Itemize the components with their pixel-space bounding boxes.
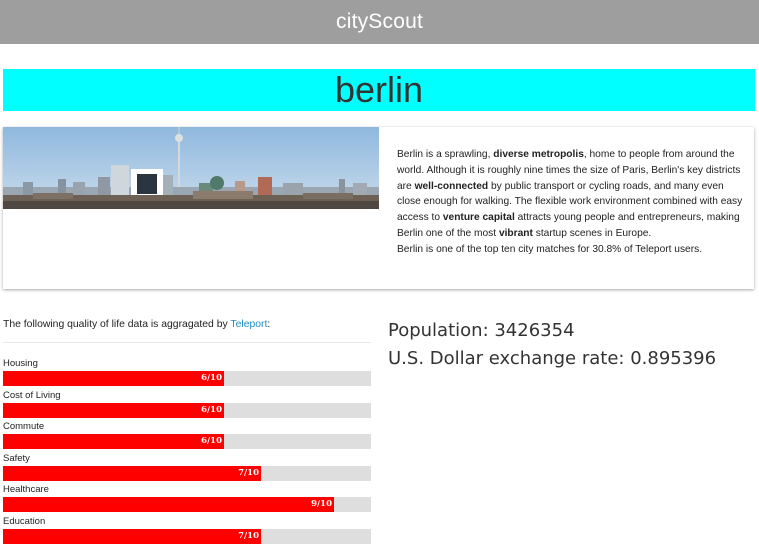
qol-bar-fill: 7/10 — [3, 528, 261, 544]
desc-text: attracts young people and entrepreneurs,… — [397, 212, 740, 239]
top-navbar: cityScout — [0, 0, 759, 44]
qol-bar-track: 7/10 — [3, 465, 371, 481]
qol-bar-row: Healthcare 9/10 — [3, 482, 371, 514]
qol-bar-fill: 7/10 — [3, 465, 261, 481]
brand-title[interactable]: cityScout — [336, 10, 423, 33]
qol-bar-track: 6/10 — [3, 434, 371, 449]
qol-bar-fill: 6/10 — [3, 371, 224, 386]
qol-bar-fill: 9/10 — [3, 497, 334, 512]
qol-bar-score: 6/10 — [201, 373, 222, 383]
city-banner: berlin — [3, 69, 755, 111]
qol-bar-row: Education 7/10 — [3, 514, 371, 546]
qol-bar-track: 6/10 — [3, 402, 371, 418]
qol-bar-track: 7/10 — [3, 528, 371, 544]
qol-bar-row: Safety 7/10 — [3, 451, 371, 483]
qol-bar-row: Commute 6/10 — [3, 419, 371, 451]
qol-bar-score: 9/10 — [311, 499, 332, 509]
qol-bar-label: Education — [3, 515, 46, 527]
qol-bar-row: Cost of Living 6/10 — [3, 388, 371, 420]
desc-bold-text: well-connected — [414, 180, 489, 192]
qol-intro-text: The following quality of life data is ag… — [3, 319, 231, 330]
quality-of-life-intro: The following quality of life data is ag… — [3, 319, 270, 330]
qol-bar-fill: 6/10 — [3, 402, 224, 418]
teleport-match-text: Berlin is one of the top ten city matche… — [397, 243, 703, 255]
qol-bar-label: Cost of Living — [3, 389, 61, 401]
desc-text: startup scenes in Europe. — [532, 227, 652, 239]
quality-of-life-bars: Housing 6/10 Cost of Living 6/10 Commute 6/10… — [3, 356, 371, 545]
desc-bold-text: diverse metropolis — [493, 149, 584, 160]
city-skyline-image — [3, 127, 379, 209]
population-stat: Population: 3426354 — [388, 320, 575, 341]
city-summary-card: Berlin is a sprawling, diverse metropoli… — [3, 127, 754, 289]
qol-bar-fill: 6/10 — [3, 434, 224, 449]
desc-text: by public transport or cycling roads, an… — [397, 180, 743, 224]
exchange-rate-stat: U.S. Dollar exchange rate: 0.895396 — [388, 348, 717, 369]
qol-bar-track: 9/10 — [3, 497, 371, 512]
desc-text: , home to people from around the world. … — [397, 149, 741, 192]
city-description: Berlin is a sprawling, diverse metropoli… — [397, 147, 743, 258]
qol-bar-label: Housing — [3, 358, 38, 369]
teleport-link[interactable]: Teleport — [230, 319, 268, 330]
qol-bar-label: Healthcare — [3, 484, 49, 495]
qol-bar-label: Commute — [3, 421, 45, 432]
qol-bar-track: 6/10 — [3, 371, 371, 386]
city-stats: Population: 3426354 U.S. Dollar exchange… — [388, 319, 716, 375]
qol-bar-score: 6/10 — [201, 436, 222, 446]
desc-bold-text: vibrant — [498, 227, 533, 239]
divider — [3, 342, 371, 343]
desc-bold-text: venture capital — [442, 212, 515, 224]
desc-text: Berlin is a sprawling, — [397, 149, 494, 160]
qol-bar-row: Housing 6/10 — [3, 356, 371, 388]
qol-intro-colon: : — [267, 319, 271, 330]
qol-bar-score: 7/10 — [238, 530, 259, 541]
city-name: berlin — [334, 69, 424, 110]
qol-bar-label: Safety — [3, 452, 30, 464]
qol-bar-score: 6/10 — [201, 404, 222, 415]
qol-bar-score: 7/10 — [238, 467, 259, 478]
